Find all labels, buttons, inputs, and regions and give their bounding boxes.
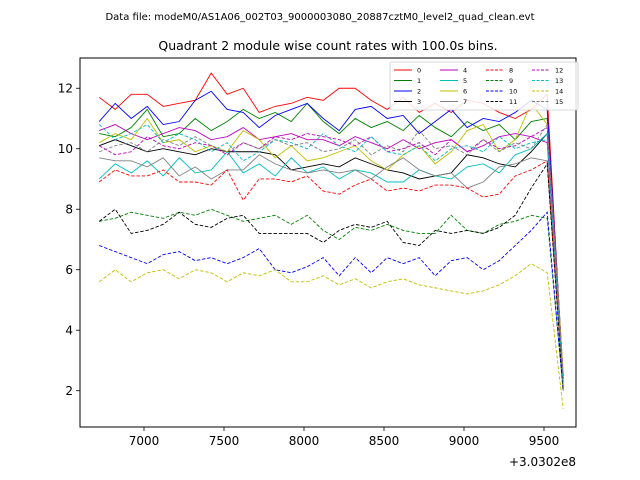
series-9-line (99, 208, 564, 391)
series-11-line (98, 162, 564, 391)
legend-label-5: 5 (463, 77, 467, 85)
series-4-line (99, 124, 564, 379)
chart-title: Quadrant 2 module wise count rates with … (158, 38, 497, 53)
legend-label-4: 4 (463, 67, 467, 75)
series-5-line (98, 132, 564, 382)
series-1-line (99, 102, 564, 379)
plot-area (79, 57, 577, 428)
y-tick-label: 12 (58, 82, 73, 96)
series-8-line (98, 160, 564, 388)
legend-label-3: 3 (417, 98, 421, 106)
x-tick-label: 9000 (449, 434, 480, 448)
x-tick-label: 8000 (289, 434, 320, 448)
series-3-line (99, 132, 564, 379)
series-6-line (98, 102, 564, 373)
legend-label-8: 8 (509, 67, 513, 75)
chart-suptitle: Data file: modeM0/AS1A06_002T03_90000030… (105, 12, 534, 23)
legend-label-0: 0 (417, 67, 421, 75)
y-axis-ticks: 2 4 6 8 10 12 (58, 82, 80, 398)
legend-label-13: 13 (555, 77, 563, 85)
legend-label-14: 14 (555, 88, 563, 96)
legend-label-10: 10 (509, 88, 517, 96)
y-tick-label: 6 (65, 263, 73, 277)
x-tick-label: 8500 (369, 434, 400, 448)
series-2-line (98, 90, 564, 376)
x-axis-ticks: 7000 7500 8000 8500 9000 9500 (129, 427, 560, 448)
legend-label-2: 2 (417, 88, 421, 96)
legend-label-15: 15 (555, 98, 563, 106)
series-13-line (98, 123, 564, 385)
series-layer (98, 72, 564, 409)
legend-label-7: 7 (463, 98, 467, 106)
series-7-line (99, 154, 564, 385)
y-tick-label: 4 (65, 324, 73, 338)
series-14-line (98, 263, 564, 409)
legend-label-1: 1 (417, 77, 421, 85)
x-axis-offset-label: +3.0302e8 (509, 455, 576, 469)
x-tick-label: 9500 (529, 434, 560, 448)
legend-box (389, 61, 579, 111)
legend-label-11: 11 (509, 98, 517, 106)
legend-label-9: 9 (509, 77, 513, 85)
x-tick-label: 7500 (209, 434, 240, 448)
y-tick-label: 8 (65, 203, 73, 217)
x-tick-label: 7000 (129, 434, 160, 448)
y-tick-label: 10 (58, 142, 73, 156)
axes-frame (79, 57, 577, 428)
series-10-line (99, 211, 564, 391)
legend-label-12: 12 (555, 67, 563, 75)
series-15-line (99, 123, 564, 385)
y-tick-label: 2 (65, 384, 73, 398)
legend-label-6: 6 (463, 88, 467, 96)
